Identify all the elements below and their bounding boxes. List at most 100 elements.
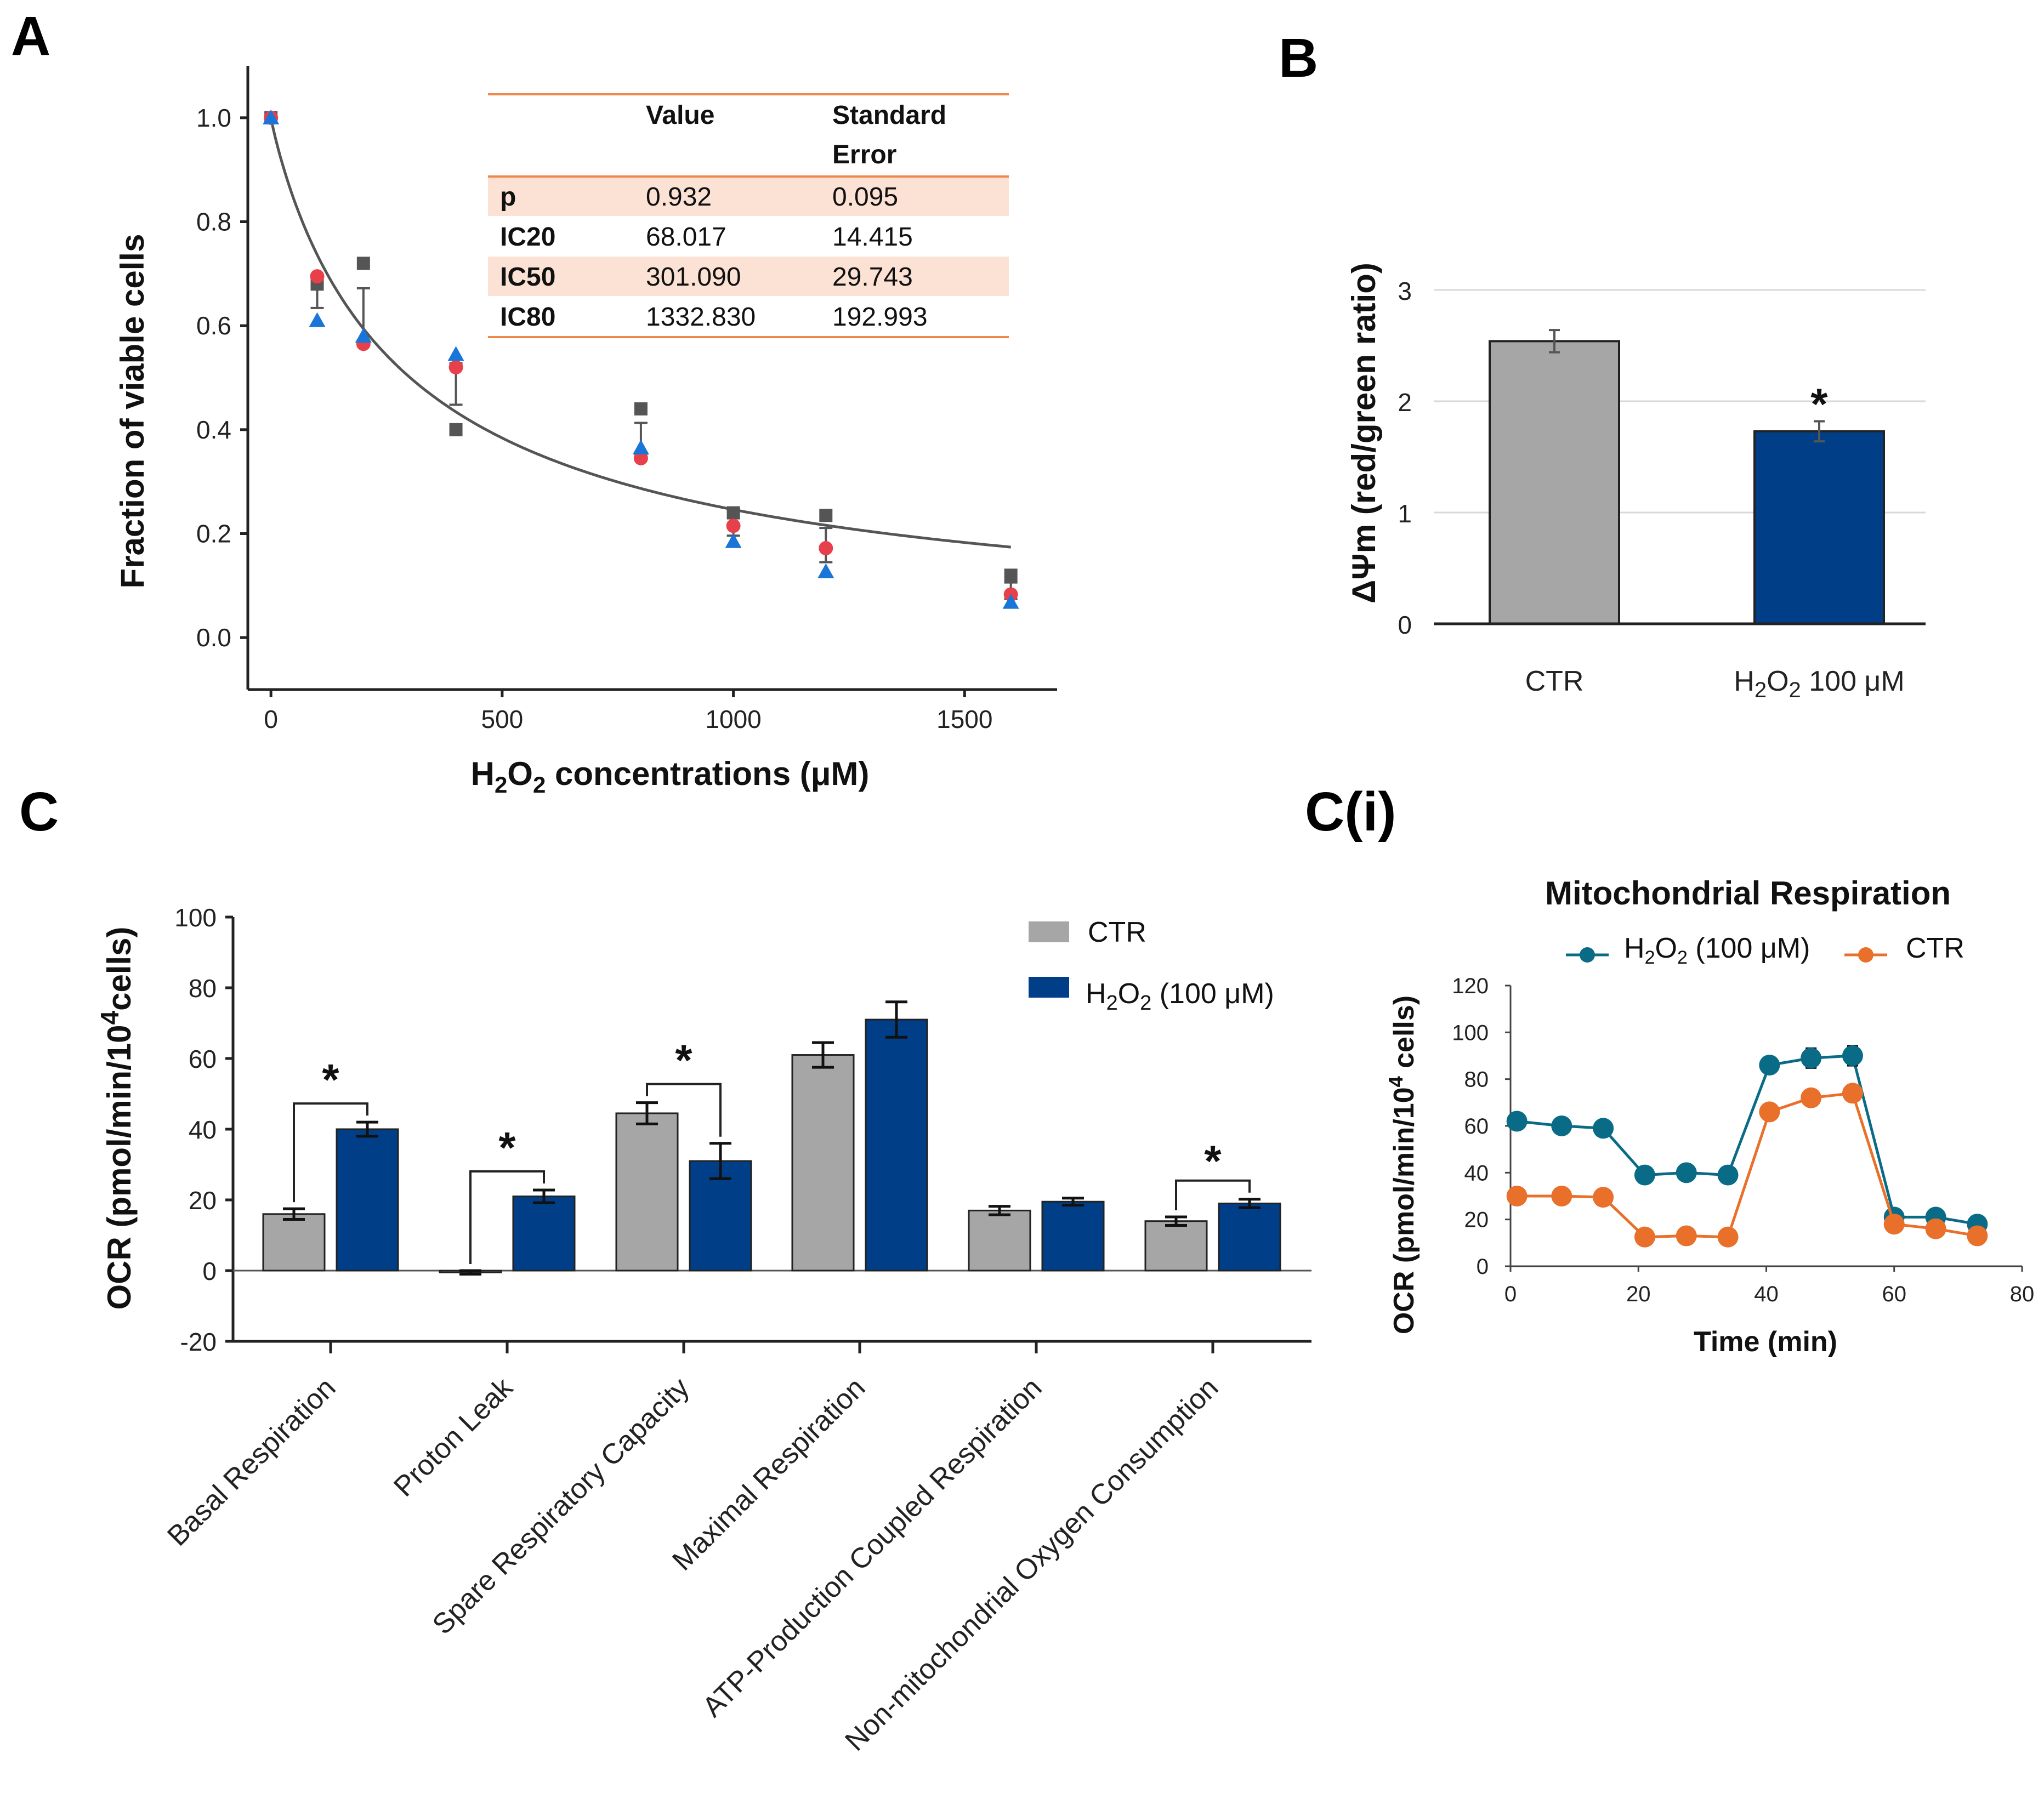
- data-point-triangle: [817, 563, 834, 578]
- legend-label-h2o2: H2O2 (100 μM): [1086, 978, 1274, 1015]
- panel-ci-plot-area: 0 20 40 60 80 100 120 0 20 40 60 80: [1452, 974, 2034, 1306]
- panel-a-letter: A: [11, 5, 50, 67]
- table-band-p: [488, 177, 1009, 216]
- legend-swatch-ctr: [1029, 921, 1069, 942]
- panel-ci-letter: C(i): [1305, 781, 1396, 843]
- y-tick-label: 0.4: [196, 415, 231, 444]
- y-tick-label: 0.2: [196, 520, 231, 548]
- panel-b-y-axis-title: ΔΨm (red/green ratio): [1345, 263, 1382, 604]
- data-point-triangle: [309, 312, 326, 327]
- y-tick-label: 0: [1477, 1255, 1489, 1279]
- series-line: [1517, 1054, 1978, 1226]
- data-point-circle: [819, 541, 833, 556]
- table-header-standard: Standard: [832, 101, 946, 130]
- data-point-square: [449, 423, 463, 436]
- significance-bracket: [469, 1170, 545, 1264]
- panel-ci-x-axis-title: Time (min): [1694, 1326, 1837, 1358]
- y-tick-label: 0.6: [196, 311, 231, 340]
- significance-star: *: [1810, 380, 1828, 429]
- panel-ci-respiration-time-course: C(i) Mitochondrial Respiration H2O2 (100…: [1305, 781, 2034, 1358]
- series-line: [1517, 1091, 1978, 1239]
- panel-b-category-h2o2: H2O2 100 μM: [1734, 665, 1904, 702]
- table-row-label: IC80: [500, 303, 555, 332]
- data-point: [1634, 1226, 1655, 1248]
- x-tick-label: 0: [1504, 1282, 1517, 1306]
- y-tick-label: 60: [1464, 1114, 1489, 1139]
- y-tick-label: 0.8: [196, 208, 231, 236]
- bar: [615, 1112, 679, 1272]
- x-tick-label: 60: [1882, 1282, 1907, 1306]
- x-tick-label: 1500: [936, 705, 992, 733]
- legend-swatch-h2o2: [1029, 977, 1069, 998]
- bar: [1218, 1202, 1281, 1272]
- data-point: [1925, 1218, 1946, 1239]
- x-tick-label: 80: [2010, 1282, 2035, 1306]
- y-tick-label: 20: [1464, 1208, 1489, 1232]
- bar: [262, 1213, 326, 1272]
- data-point: [1801, 1048, 1822, 1069]
- panel-c-plot-area: -20 0 20 40 60 80 100 * * * *: [174, 903, 1311, 1356]
- data-point: [1593, 1118, 1614, 1139]
- panel-c-letter: C: [19, 781, 59, 843]
- y-tick-label: 1.0: [196, 104, 231, 132]
- bar: [1753, 430, 1885, 625]
- panel-b-membrane-potential-chart: B 0 1 2 3 * ΔΨm (red/green ratio) CTR H2O2 1…: [1279, 27, 1926, 702]
- y-tick-label: 60: [189, 1045, 217, 1073]
- y-tick-label: 40: [1464, 1161, 1489, 1185]
- y-tick-label: 80: [189, 974, 217, 1003]
- bar: [1489, 340, 1620, 625]
- bar: [791, 1054, 855, 1272]
- data-point: [1506, 1186, 1528, 1206]
- significance-star: *: [1204, 1137, 1222, 1186]
- data-point-square: [634, 402, 648, 415]
- panel-a-viability-chart: A 0.0 0.2 0.4 0.6 0.8 1.0 0 500 1000 1500 Fractio…: [11, 5, 1057, 798]
- category-label: ATP-Production Coupled Respiration: [696, 1371, 1048, 1723]
- data-point: [1967, 1225, 1988, 1246]
- significance-bracket: [1175, 1179, 1251, 1210]
- panel-a-plot-area: 0.0 0.2 0.4 0.6 0.8 1.0 0 500 1000 1500: [196, 66, 1057, 733]
- data-point-triangle: [725, 533, 742, 548]
- table-row-label: IC20: [500, 223, 555, 252]
- x-tick-label: 500: [481, 705, 524, 733]
- data-point: [1634, 1164, 1655, 1186]
- legend-label-ctr: CTR: [1906, 932, 1964, 964]
- category-label: Maximal Respiration: [666, 1371, 871, 1576]
- data-point: [1506, 1111, 1528, 1132]
- significance-star: *: [675, 1036, 692, 1085]
- data-point: [1717, 1164, 1739, 1186]
- table-row-label: IC50: [500, 263, 555, 292]
- bar: [968, 1209, 1031, 1272]
- panel-a-x-axis-title: H2O2 concentrations (μM): [471, 755, 870, 798]
- table-cell-value: 0.932: [646, 183, 712, 212]
- fit-curve: [269, 117, 1011, 549]
- y-tick-label: 2: [1398, 388, 1412, 417]
- legend-marker-h2o2: [1580, 947, 1595, 963]
- y-tick-label: 0.0: [196, 623, 231, 652]
- significance-star: *: [322, 1055, 339, 1104]
- category-label: Non-mitochondrial Oxygen Consumption: [839, 1371, 1224, 1757]
- data-point-circle: [633, 451, 648, 465]
- table-cell-value: 301.090: [646, 263, 741, 292]
- y-tick-label: 80: [1464, 1068, 1489, 1092]
- significance-star: *: [498, 1123, 516, 1172]
- data-point: [1842, 1083, 1863, 1104]
- data-point-triangle: [632, 440, 649, 455]
- panel-ci-legend: H2O2 (100 μM) CTR: [1566, 932, 1964, 968]
- bar: [1041, 1200, 1105, 1272]
- data-point: [1717, 1226, 1739, 1248]
- y-tick-label: 40: [189, 1115, 217, 1144]
- data-point-circle: [726, 519, 741, 533]
- table-header-error: Error: [832, 140, 896, 169]
- data-point-triangle: [355, 328, 372, 343]
- category-label: Basal Respiration: [161, 1371, 342, 1552]
- data-point-circle: [310, 269, 325, 284]
- panel-b-plot-area: 0 1 2 3 *: [1398, 277, 1926, 639]
- y-tick-label: 100: [174, 903, 217, 932]
- x-tick-label: 1000: [705, 705, 761, 733]
- data-point: [1883, 1214, 1905, 1235]
- table-cell-value: 68.017: [646, 223, 726, 252]
- table-header-value: Value: [646, 101, 714, 130]
- panel-ci-title: Mitochondrial Respiration: [1545, 875, 1951, 912]
- data-point: [1551, 1115, 1572, 1136]
- x-tick-label: 40: [1754, 1282, 1779, 1306]
